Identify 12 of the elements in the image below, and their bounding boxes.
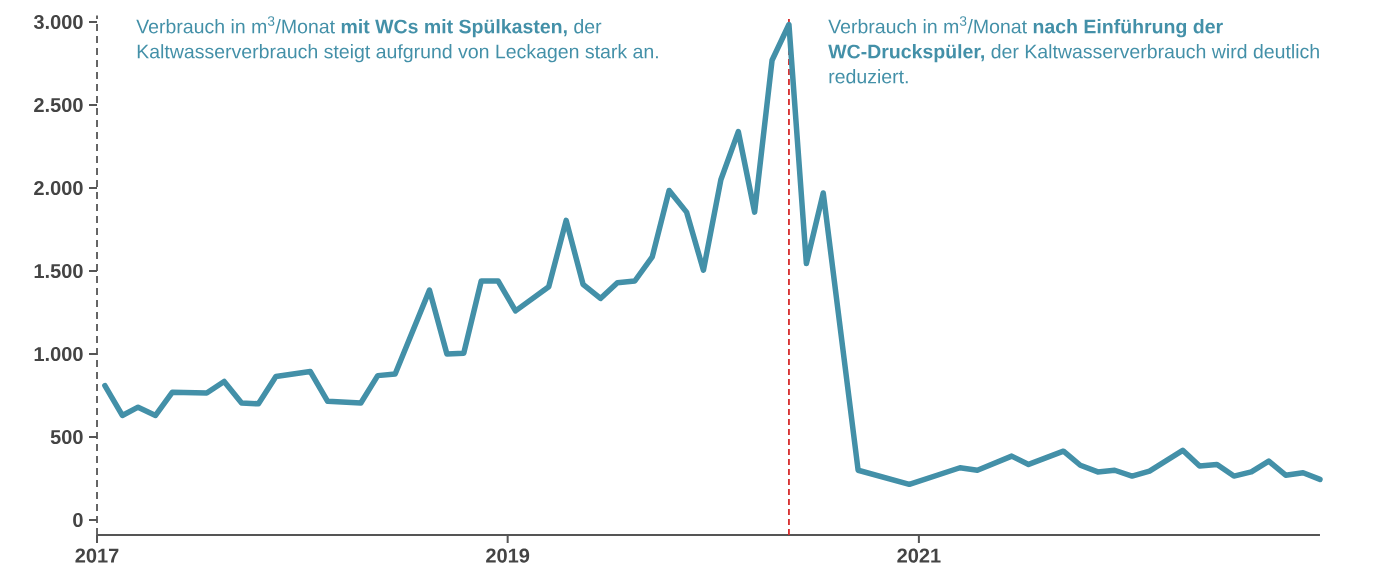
y-tick-label: 1.000 bbox=[34, 346, 83, 362]
text: Verbrauch in m$^{3}$/Monat nach Einführung der WC-Druckspüler, der Kaltwasserverbrauch wird deutlich reduziert. bbox=[828, 16, 1319, 84]
x-tick-label: 2017 bbox=[75, 548, 119, 563]
y-tick-label: 2.500 bbox=[34, 97, 83, 113]
y-tick-label: 3.000 bbox=[33, 14, 83, 30]
y-tick-label: 2.000 bbox=[34, 180, 83, 196]
y-tick-label: 0 bbox=[73, 512, 83, 528]
x-tick-label: 2021 bbox=[897, 548, 941, 563]
y-tick-label: 1.500 bbox=[34, 263, 83, 279]
y-tick-label: 500 bbox=[50, 429, 83, 445]
annotation: Verbrauch in m$^{3}$/Monat mit WCs mit Spülkasten, der Kaltwasserverbrauch steigt aufgrund von Leckagen stark an. bbox=[136, 16, 658, 63]
x-tick-label: 2019 bbox=[486, 548, 530, 563]
